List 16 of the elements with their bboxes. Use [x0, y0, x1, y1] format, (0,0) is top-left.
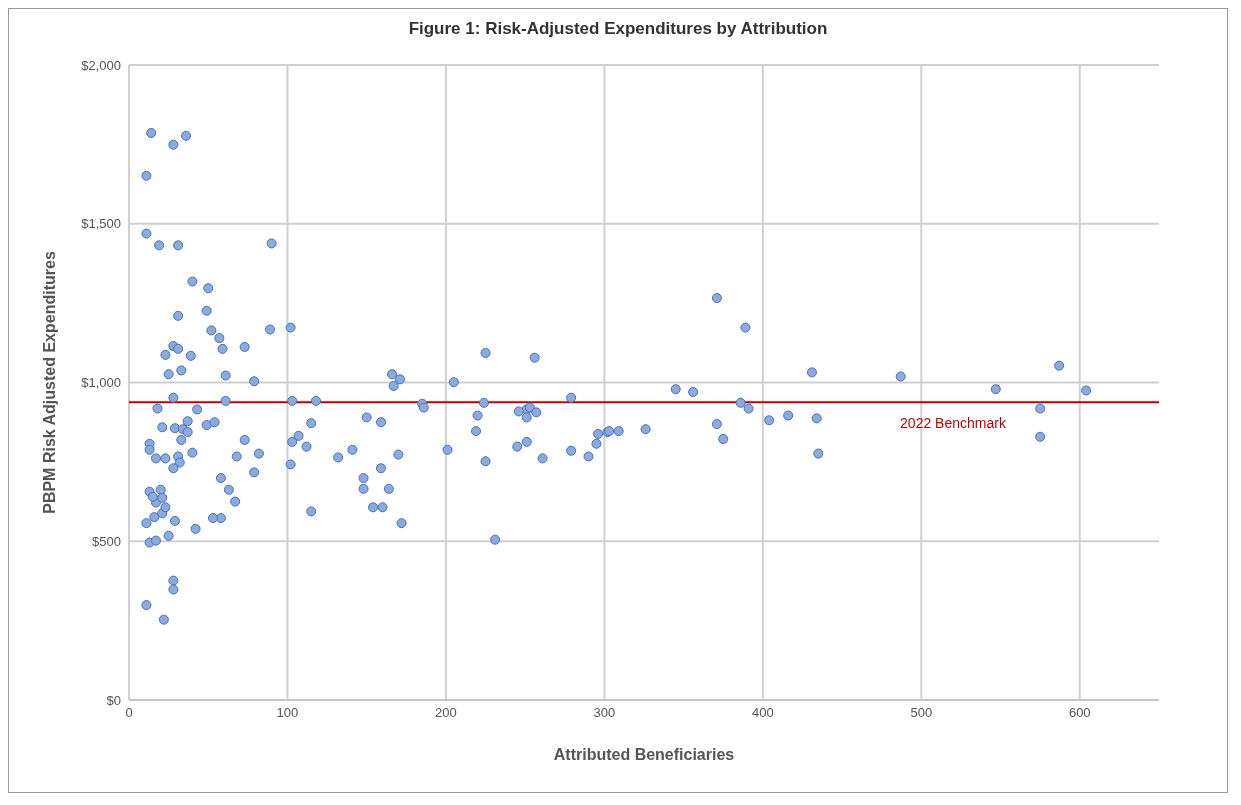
y-tick-label: $2,000 [81, 57, 121, 73]
x-tick-label: 100 [276, 705, 299, 721]
chart-title: Figure 1: Risk-Adjusted Expenditures by Attribution [407, 18, 829, 40]
x-tick-label: 400 [751, 705, 774, 721]
y-tick-label: $1,000 [81, 375, 121, 391]
x-tick-label: 0 [125, 705, 133, 721]
x-tick-label: 500 [910, 705, 933, 721]
x-tick-label: 200 [435, 705, 457, 721]
x-tick-label: 600 [1068, 705, 1091, 721]
ref-line-label: 2022 Benchmark [900, 415, 1007, 432]
x-axis-title: Attributed Beneficiaries [553, 746, 735, 763]
y-tick-label: $500 [92, 533, 121, 549]
y-tick-label: $1,500 [81, 216, 121, 232]
x-tick-label: 300 [593, 705, 616, 721]
y-tick-label: $0 [106, 692, 121, 708]
y-axis-title: PBPM Risk Adjusted Expenditures [40, 251, 58, 514]
